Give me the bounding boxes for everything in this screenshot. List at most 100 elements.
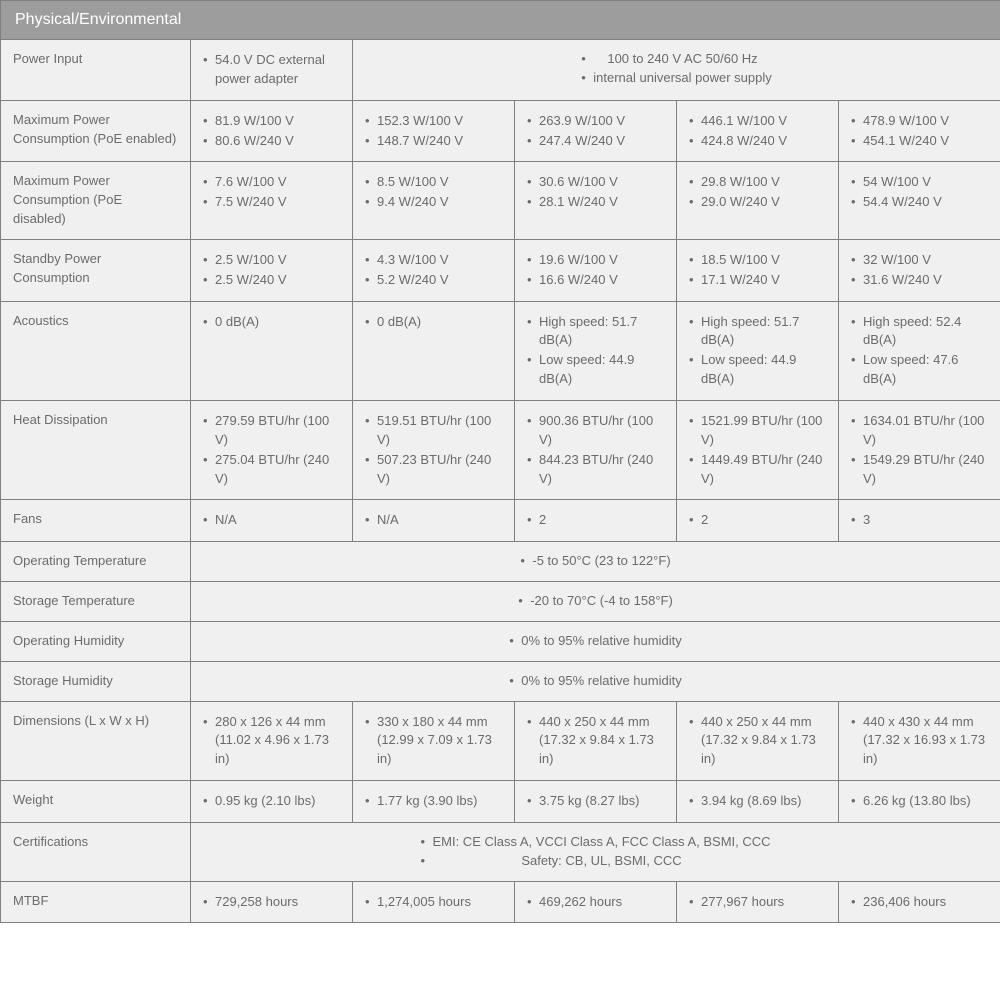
row-dimensions: Dimensions (L x W x H) 280 x 126 x 44 mm… — [1, 701, 1000, 781]
list-item: 7.6 W/100 V — [203, 173, 340, 192]
list-item: 2 — [689, 511, 826, 530]
list-item: 2 — [527, 511, 664, 530]
cell-merged: EMI: CE Class A, VCCI Class A, FCC Class… — [191, 822, 1000, 881]
list-item: High speed: 51.7 dB(A) — [527, 313, 664, 351]
cell: 440 x 250 x 44 mm (17.32 x 9.84 x 1.73 i… — [515, 701, 677, 781]
cell: 440 x 250 x 44 mm (17.32 x 9.84 x 1.73 i… — [677, 701, 839, 781]
cell: 6.26 kg (13.80 lbs) — [839, 781, 1000, 823]
list-item: 1.77 kg (3.90 lbs) — [365, 792, 502, 811]
cell: 2.5 W/100 V2.5 W/240 V — [191, 239, 353, 301]
row-label: Weight — [1, 781, 191, 823]
cell: 81.9 W/100 V80.6 W/240 V — [191, 100, 353, 162]
cell: 0 dB(A) — [191, 301, 353, 400]
cell: 330 x 180 x 44 mm (12.99 x 7.09 x 1.73 i… — [353, 701, 515, 781]
row-max-power-poe-disabled: Maximum Power Consumption (PoE disabled)… — [1, 162, 1000, 240]
row-standby-power: Standby Power Consumption 2.5 W/100 V2.5… — [1, 239, 1000, 301]
row-label: Acoustics — [1, 301, 191, 400]
row-operating-temp: Operating Temperature -5 to 50°C (23 to … — [1, 542, 1000, 582]
list-item: 148.7 W/240 V — [365, 132, 502, 151]
list-item: 80.6 W/240 V — [203, 132, 340, 151]
list-item: 8.5 W/100 V — [365, 173, 502, 192]
list-item: 0 dB(A) — [203, 313, 340, 332]
list-item: 519.51 BTU/hr (100 V) — [365, 412, 502, 450]
cell: N/A — [353, 500, 515, 542]
list-item: 454.1 W/240 V — [851, 132, 988, 151]
list-item: 729,258 hours — [203, 893, 340, 912]
cell: 4.3 W/100 V5.2 W/240 V — [353, 239, 515, 301]
cell: 280 x 126 x 44 mm (11.02 x 4.96 x 1.73 i… — [191, 701, 353, 781]
cell: 54.0 V DC external power adapter — [191, 40, 353, 101]
cell-merged: 0% to 95% relative humidity — [191, 661, 1000, 701]
list-item: 31.6 W/240 V — [851, 271, 988, 290]
row-storage-temp: Storage Temperature -20 to 70°C (-4 to 1… — [1, 582, 1000, 622]
row-max-power-poe-enabled: Maximum Power Consumption (PoE enabled) … — [1, 100, 1000, 162]
cell: 900.36 BTU/hr (100 V)844.23 BTU/hr (240 … — [515, 400, 677, 499]
list-item: 4.3 W/100 V — [365, 251, 502, 270]
list-item: 247.4 W/240 V — [527, 132, 664, 151]
cell: 29.8 W/100 V29.0 W/240 V — [677, 162, 839, 240]
cell: 0 dB(A) — [353, 301, 515, 400]
cell: 30.6 W/100 V28.1 W/240 V — [515, 162, 677, 240]
row-fans: Fans N/A N/A 2 2 3 — [1, 500, 1000, 542]
cell: High speed: 51.7 dB(A)Low speed: 44.9 dB… — [677, 301, 839, 400]
list-item: 29.8 W/100 V — [689, 173, 826, 192]
list-item: 424.8 W/240 V — [689, 132, 826, 151]
row-label: Power Input — [1, 40, 191, 101]
row-label: Heat Dissipation — [1, 400, 191, 499]
cell: 1,274,005 hours — [353, 881, 515, 923]
list-item: 440 x 430 x 44 mm (17.32 x 16.93 x 1.73 … — [851, 713, 988, 770]
list-item: 3.75 kg (8.27 lbs) — [527, 792, 664, 811]
row-weight: Weight 0.95 kg (2.10 lbs) 1.77 kg (3.90 … — [1, 781, 1000, 823]
list-item: 446.1 W/100 V — [689, 112, 826, 131]
list-item: EMI: CE Class A, VCCI Class A, FCC Class… — [420, 833, 770, 852]
list-item: 0% to 95% relative humidity — [509, 672, 681, 691]
list-item: 2.5 W/240 V — [203, 271, 340, 290]
cell: 8.5 W/100 V9.4 W/240 V — [353, 162, 515, 240]
cell: 279.59 BTU/hr (100 V)275.04 BTU/hr (240 … — [191, 400, 353, 499]
list-item: 507.23 BTU/hr (240 V) — [365, 451, 502, 489]
list-item: 7.5 W/240 V — [203, 193, 340, 212]
list-item: 32 W/100 V — [851, 251, 988, 270]
list-item: 17.1 W/240 V — [689, 271, 826, 290]
list-item: 440 x 250 x 44 mm (17.32 x 9.84 x 1.73 i… — [689, 713, 826, 770]
row-label: Certifications — [1, 822, 191, 881]
list-item: internal universal power supply — [581, 69, 771, 88]
table-header-row: Physical/Environmental — [1, 1, 1000, 40]
section-title: Physical/Environmental — [1, 1, 1000, 40]
spec-table: Physical/Environmental Power Input 54.0 … — [0, 0, 1000, 923]
list-item: High speed: 52.4 dB(A) — [851, 313, 988, 351]
cell: N/A — [191, 500, 353, 542]
list-item: N/A — [365, 511, 502, 530]
row-label: MTBF — [1, 881, 191, 923]
list-item: 280 x 126 x 44 mm (11.02 x 4.96 x 1.73 i… — [203, 713, 340, 770]
cell-merged: 0% to 95% relative humidity — [191, 621, 1000, 661]
list-item: 6.26 kg (13.80 lbs) — [851, 792, 988, 811]
row-label: Operating Humidity — [1, 621, 191, 661]
list-item: 1549.29 BTU/hr (240 V) — [851, 451, 988, 489]
cell: 469,262 hours — [515, 881, 677, 923]
list-item: 54.4 W/240 V — [851, 193, 988, 212]
cell: 19.6 W/100 V16.6 W/240 V — [515, 239, 677, 301]
row-label: Operating Temperature — [1, 542, 191, 582]
list-item: 9.4 W/240 V — [365, 193, 502, 212]
row-heat-dissipation: Heat Dissipation 279.59 BTU/hr (100 V)27… — [1, 400, 1000, 499]
cell: 277,967 hours — [677, 881, 839, 923]
list-item: 1634.01 BTU/hr (100 V) — [851, 412, 988, 450]
cell: 3.75 kg (8.27 lbs) — [515, 781, 677, 823]
list-item: -5 to 50°C (23 to 122°F) — [520, 552, 670, 571]
cell-merged: -5 to 50°C (23 to 122°F) — [191, 542, 1000, 582]
list-item: 28.1 W/240 V — [527, 193, 664, 212]
list-item: 2.5 W/100 V — [203, 251, 340, 270]
list-item: 844.23 BTU/hr (240 V) — [527, 451, 664, 489]
list-item: 1,274,005 hours — [365, 893, 502, 912]
list-item: 279.59 BTU/hr (100 V) — [203, 412, 340, 450]
cell: 7.6 W/100 V7.5 W/240 V — [191, 162, 353, 240]
list-item: 30.6 W/100 V — [527, 173, 664, 192]
list-item: 275.04 BTU/hr (240 V) — [203, 451, 340, 489]
list-item: 263.9 W/100 V — [527, 112, 664, 131]
list-item: 330 x 180 x 44 mm (12.99 x 7.09 x 1.73 i… — [365, 713, 502, 770]
cell: 1521.99 BTU/hr (100 V)1449.49 BTU/hr (24… — [677, 400, 839, 499]
list-item: 900.36 BTU/hr (100 V) — [527, 412, 664, 450]
cell: 263.9 W/100 V247.4 W/240 V — [515, 100, 677, 162]
cell: 54 W/100 V54.4 W/240 V — [839, 162, 1000, 240]
